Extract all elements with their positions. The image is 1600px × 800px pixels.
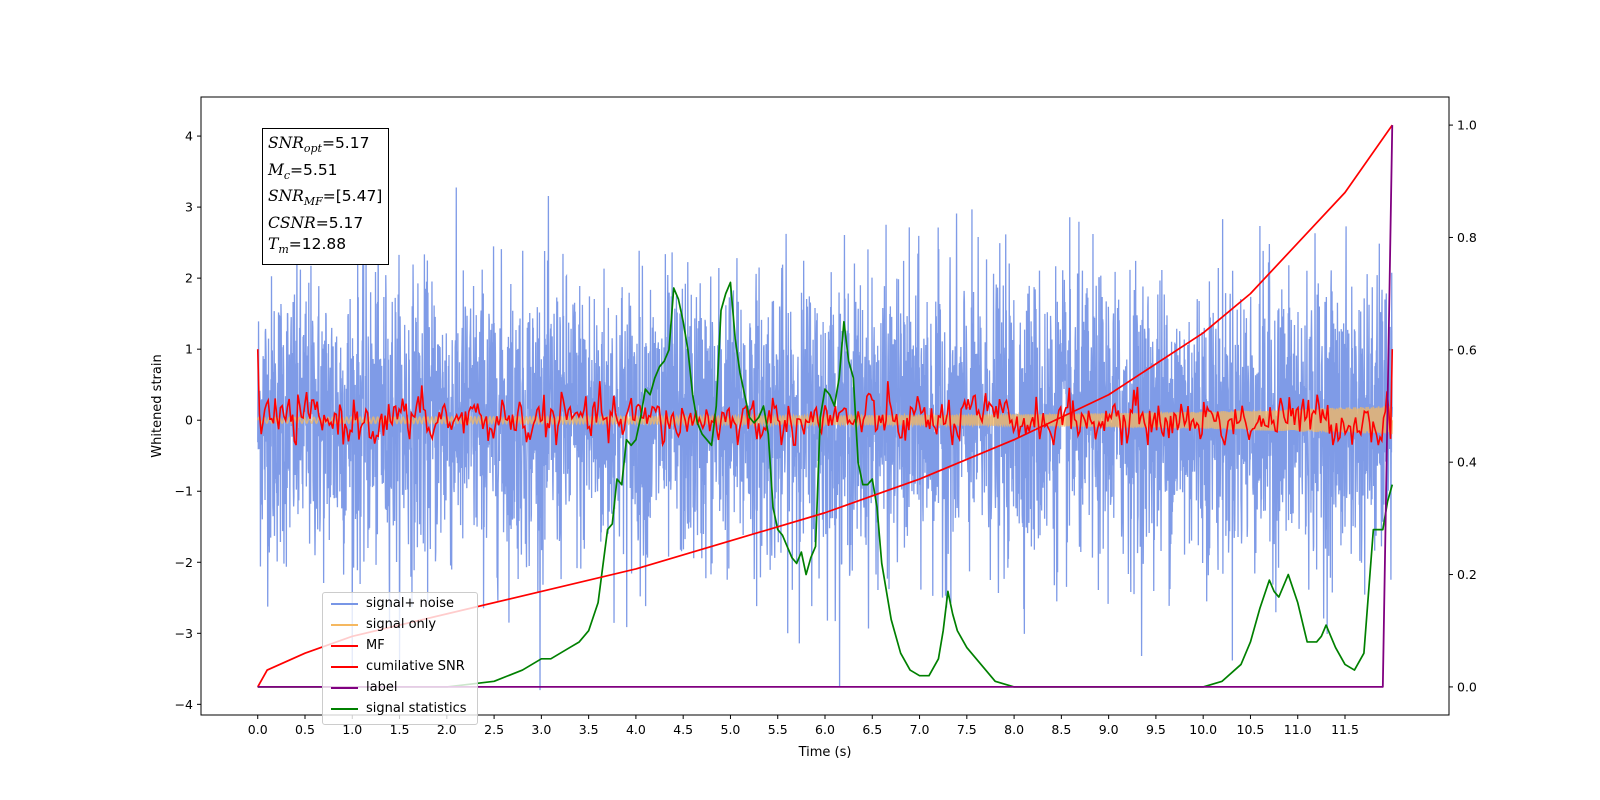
y-right-tick-label: 0.0 [1457, 679, 1477, 694]
snr-annotation-box: SNRopt=5.17 Mc=5.51 SNRMF=[5.47] CSNR=5.… [262, 128, 390, 265]
annotation-snr-opt: SNRopt=5.17 [268, 134, 370, 156]
legend-entry-signal-noise: signal+ noise [323, 593, 477, 614]
x-tick-label: 11.0 [1284, 722, 1312, 737]
annotation-csnr: CSNR=5.17 [268, 213, 364, 232]
x-tick-label: 8.5 [1051, 722, 1071, 737]
legend-swatch [331, 666, 358, 668]
legend-swatch [331, 624, 358, 626]
legend-swatch [331, 708, 358, 710]
x-tick-label: 2.0 [437, 722, 457, 737]
annotation-mc: Mc=5.51 [268, 160, 338, 182]
legend-label: signal statistics [366, 701, 467, 716]
legend-label: signal only [366, 617, 437, 632]
x-tick-label: 5.5 [768, 722, 788, 737]
x-tick-label: 10.5 [1237, 722, 1265, 737]
x-tick-label: 7.0 [910, 722, 930, 737]
y-axis-label: Whitened strain [150, 354, 165, 457]
y-right-tick-label: 1.0 [1457, 118, 1477, 133]
y-right-tick-label: 0.6 [1457, 342, 1477, 357]
y-tick-label: −3 [175, 626, 193, 641]
x-tick-label: 6.0 [815, 722, 835, 737]
legend-label: cumilative SNR [366, 659, 465, 674]
x-tick-label: 5.0 [721, 722, 741, 737]
x-tick-label: 1.0 [342, 722, 362, 737]
y-tick-label: 1 [185, 342, 193, 357]
annotation-snr-mf-value: =[5.47] [322, 187, 383, 206]
y-tick-label: 2 [185, 271, 193, 286]
x-tick-label: 8.0 [1004, 722, 1024, 737]
x-tick-label: 9.5 [1146, 722, 1166, 737]
annotation-snr-mf: SNRMF=[5.47] [268, 187, 383, 209]
series-label-line [257, 125, 1394, 688]
series-mf-line [256, 349, 1394, 448]
y-tick-label: 4 [185, 129, 193, 144]
y-right-tick-label: 0.4 [1457, 455, 1477, 470]
y-tick-label: −4 [175, 697, 193, 712]
x-tick-label: 0.5 [295, 722, 315, 737]
legend-label: signal+ noise [366, 596, 455, 611]
x-tick-label: 7.5 [957, 722, 977, 737]
x-tick-label: 11.5 [1331, 722, 1359, 737]
x-tick-label: 1.5 [390, 722, 410, 737]
series-signal-statistics-line [257, 281, 1394, 688]
x-tick-label: 9.0 [1099, 722, 1119, 737]
legend-entry-cumilative-snr: cumilative SNR [323, 656, 477, 677]
legend: signal+ noise signal only MF cumilative … [322, 592, 478, 725]
x-tick-label: 2.5 [484, 722, 504, 737]
y-tick-label: 0 [185, 413, 193, 428]
x-tick-label: 6.5 [862, 722, 882, 737]
legend-entry-signal-only: signal only [323, 614, 477, 635]
legend-swatch [331, 603, 358, 605]
x-tick-label: 3.5 [579, 722, 599, 737]
annotation-mc-value: =5.51 [290, 160, 338, 179]
legend-swatch [331, 645, 358, 647]
x-tick-label: 10.0 [1189, 722, 1217, 737]
y-tick-label: −2 [175, 555, 193, 570]
y-right-tick-label: 0.8 [1457, 230, 1477, 245]
x-axis-label: Time (s) [798, 745, 852, 760]
y-right-tick-label: 0.2 [1457, 567, 1477, 582]
legend-label: label [366, 680, 398, 695]
y-tick-label: −1 [175, 484, 193, 499]
legend-entry-mf: MF [323, 635, 477, 656]
annotation-csnr-value: =5.17 [315, 213, 364, 232]
y-tick-label: 3 [185, 200, 193, 215]
annotation-tm-value: =12.88 [288, 235, 347, 254]
legend-entry-label: label [323, 677, 477, 698]
annotation-tm: Tm=12.88 [268, 235, 347, 257]
legend-entry-signal-statistics: signal statistics [323, 698, 477, 719]
x-tick-label: 3.0 [531, 722, 551, 737]
legend-label: MF [366, 638, 385, 653]
annotation-snr-opt-value: =5.17 [321, 134, 370, 152]
x-tick-label: 4.5 [673, 722, 693, 737]
legend-swatch [331, 687, 358, 689]
x-tick-label: 4.0 [626, 722, 646, 737]
x-tick-label: 0.0 [248, 722, 268, 737]
